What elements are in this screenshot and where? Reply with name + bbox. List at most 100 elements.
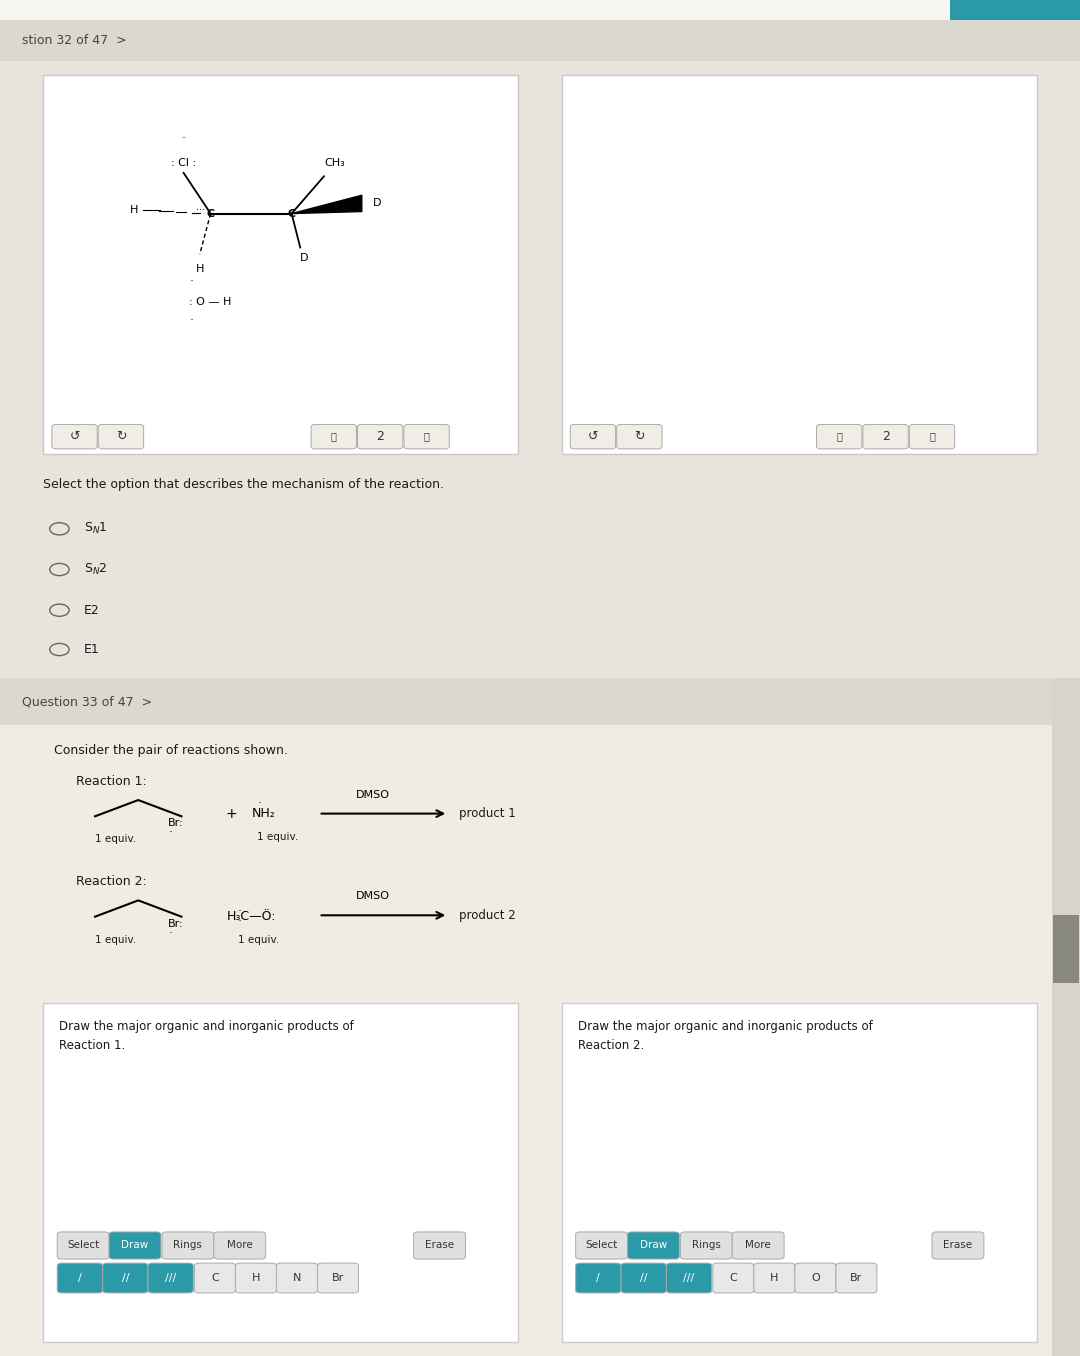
Text: 1 equiv.: 1 equiv. (95, 834, 136, 845)
Text: DMSO: DMSO (355, 891, 390, 902)
FancyBboxPatch shape (909, 424, 955, 449)
Text: 🔍: 🔍 (423, 431, 430, 442)
FancyBboxPatch shape (795, 1264, 836, 1294)
Text: Reaction 2.: Reaction 2. (578, 1039, 644, 1052)
FancyBboxPatch shape (863, 424, 908, 449)
Text: product 1: product 1 (459, 807, 516, 820)
Text: product 2: product 2 (459, 909, 516, 922)
Text: ///: /// (165, 1273, 176, 1283)
Text: : O — H: : O — H (189, 297, 231, 306)
Text: Draw the major organic and inorganic products of: Draw the major organic and inorganic pro… (59, 1020, 354, 1033)
Text: Rings: Rings (692, 1241, 720, 1250)
Text: //: // (640, 1273, 647, 1283)
Text: NH₂: NH₂ (252, 807, 275, 820)
FancyBboxPatch shape (194, 1264, 235, 1294)
FancyBboxPatch shape (57, 1264, 103, 1294)
Text: Br:: Br: (167, 919, 183, 929)
FancyBboxPatch shape (617, 424, 662, 449)
Text: H: H (195, 264, 204, 274)
FancyBboxPatch shape (1052, 678, 1080, 1356)
FancyBboxPatch shape (576, 1231, 627, 1258)
FancyBboxPatch shape (0, 678, 1080, 725)
Text: C: C (287, 209, 296, 218)
FancyBboxPatch shape (414, 1231, 465, 1258)
FancyBboxPatch shape (52, 424, 97, 449)
Text: S$_N$2: S$_N$2 (84, 561, 108, 578)
Text: 1 equiv.: 1 equiv. (238, 934, 279, 945)
Polygon shape (292, 195, 362, 213)
FancyBboxPatch shape (57, 1231, 109, 1258)
Text: Question 33 of 47  >: Question 33 of 47 > (22, 696, 151, 708)
FancyBboxPatch shape (1053, 915, 1079, 983)
Text: ///: /// (684, 1273, 694, 1283)
Text: ↺: ↺ (588, 430, 598, 443)
Text: /: / (78, 1273, 82, 1283)
Text: N: N (293, 1273, 301, 1283)
FancyBboxPatch shape (621, 1264, 666, 1294)
FancyBboxPatch shape (43, 75, 518, 454)
Text: H: H (130, 205, 138, 216)
FancyBboxPatch shape (103, 1264, 148, 1294)
Text: D: D (373, 198, 381, 209)
Text: More: More (745, 1241, 771, 1250)
Text: ↺: ↺ (69, 430, 80, 443)
Text: C: C (729, 1273, 738, 1283)
Text: C: C (206, 209, 215, 218)
Text: ··: ·· (168, 929, 173, 938)
Text: ···: ··· (197, 205, 205, 216)
Text: Draw: Draw (121, 1241, 149, 1250)
Text: 1 equiv.: 1 equiv. (95, 934, 136, 945)
FancyBboxPatch shape (311, 424, 356, 449)
FancyBboxPatch shape (570, 424, 616, 449)
Text: D: D (300, 252, 309, 263)
Text: ↻: ↻ (634, 430, 645, 443)
Text: Draw: Draw (639, 1241, 667, 1250)
Text: ↻: ↻ (116, 430, 126, 443)
Text: +: + (226, 807, 237, 820)
FancyBboxPatch shape (950, 0, 1080, 20)
Text: Select: Select (585, 1241, 618, 1250)
FancyBboxPatch shape (235, 1264, 276, 1294)
Text: Br:: Br: (167, 818, 183, 829)
FancyBboxPatch shape (148, 1264, 193, 1294)
FancyBboxPatch shape (162, 1231, 214, 1258)
Text: E1: E1 (84, 643, 100, 656)
FancyBboxPatch shape (627, 1231, 679, 1258)
Text: E2: E2 (84, 603, 100, 617)
Text: S$_N$1: S$_N$1 (84, 521, 108, 537)
Text: 2: 2 (881, 430, 890, 443)
Text: Select: Select (67, 1241, 99, 1250)
FancyBboxPatch shape (754, 1264, 795, 1294)
FancyBboxPatch shape (109, 1231, 161, 1258)
FancyBboxPatch shape (562, 75, 1037, 454)
Text: stion 32 of 47  >: stion 32 of 47 > (22, 34, 126, 47)
Text: Select the option that describes the mechanism of the reaction.: Select the option that describes the mec… (43, 479, 444, 491)
Text: C: C (211, 1273, 219, 1283)
Text: : Cl :: : Cl : (171, 157, 197, 168)
Text: //: // (122, 1273, 129, 1283)
FancyBboxPatch shape (43, 1003, 518, 1342)
Text: ··: ·· (238, 917, 242, 926)
Text: Reaction 1.: Reaction 1. (59, 1039, 125, 1052)
FancyBboxPatch shape (576, 1264, 621, 1294)
FancyBboxPatch shape (713, 1264, 754, 1294)
Text: Reaction 2:: Reaction 2: (76, 875, 147, 888)
Text: ··: ·· (238, 907, 242, 917)
FancyBboxPatch shape (836, 1264, 877, 1294)
Text: 2: 2 (376, 430, 384, 443)
Text: 🔍: 🔍 (330, 431, 337, 442)
Text: More: More (227, 1241, 253, 1250)
FancyBboxPatch shape (318, 1264, 359, 1294)
Text: O: O (811, 1273, 820, 1283)
Text: 🔍: 🔍 (929, 431, 935, 442)
Text: Br: Br (332, 1273, 345, 1283)
Text: CH₃: CH₃ (324, 157, 346, 168)
Text: 🔍: 🔍 (836, 431, 842, 442)
FancyBboxPatch shape (680, 1231, 732, 1258)
Text: Erase: Erase (944, 1241, 972, 1250)
Text: ··: ·· (257, 800, 261, 808)
Text: Br: Br (850, 1273, 863, 1283)
Text: H: H (770, 1273, 779, 1283)
FancyBboxPatch shape (404, 424, 449, 449)
FancyBboxPatch shape (0, 0, 1080, 20)
